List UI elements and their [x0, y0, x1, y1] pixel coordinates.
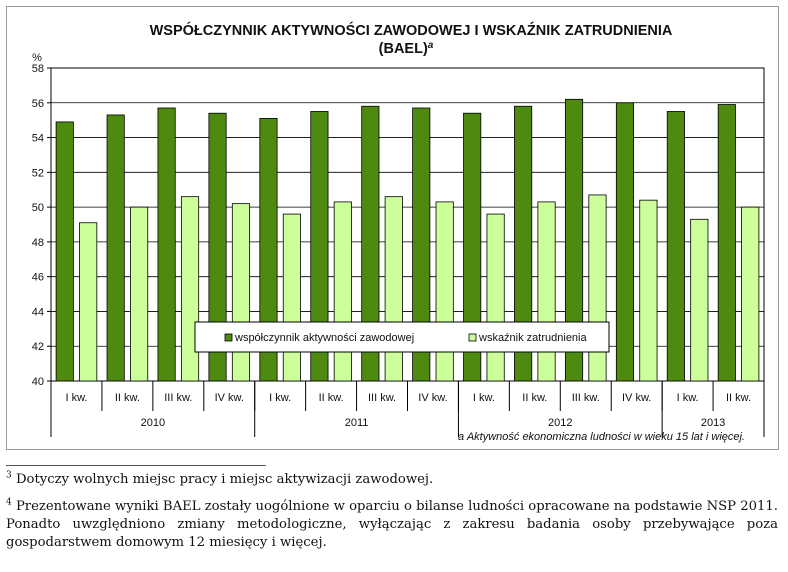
- x-axis: I kw. II kw. III kw. IV kw. I kw. II kw. III k…: [50, 381, 765, 437]
- y-tick-label: 46: [32, 272, 44, 284]
- bar-employment-rate: [639, 199, 658, 382]
- y-tick-label: 50: [32, 202, 44, 214]
- bar-activity-rate: [361, 105, 380, 382]
- bar-activity-rate: [463, 112, 482, 382]
- chart-note: a Aktywność ekonomiczna ludności w wieku…: [458, 431, 745, 443]
- bar-employment-rate: [435, 201, 454, 382]
- y-tick-label: 54: [32, 133, 44, 145]
- y-tick-label: 52: [32, 167, 44, 179]
- x-tick-label: II kw.: [319, 392, 344, 404]
- bar-activity-rate: [55, 121, 74, 382]
- footnote-4-text: Prezentowane wyniki BAEL zostały uogólni…: [6, 499, 778, 550]
- y-tick-label: 44: [32, 306, 44, 318]
- legend-swatch-employment: [468, 333, 477, 342]
- legend-label-employment: wskaźnik zatrudnienia: [478, 332, 587, 344]
- year-label: 2012: [548, 417, 572, 429]
- y-tick-label: 58: [32, 63, 44, 75]
- x-tick-label: II kw.: [726, 392, 751, 404]
- bar-employment-rate: [384, 196, 403, 382]
- y-axis: 40 42 44 46 48 50 52 54 56 58: [32, 63, 51, 388]
- y-tick-label: 40: [32, 376, 44, 388]
- y-axis-label: %: [32, 52, 42, 64]
- legend-label-activity: współczynnik aktywności zawodowej: [234, 332, 414, 344]
- bar-activity-rate: [106, 114, 125, 382]
- bar-employment-rate: [486, 213, 505, 382]
- bar-employment-rate: [180, 196, 200, 382]
- chart-frame: WSPÓŁCZYNNIK AKTYWNOŚCI ZAWODOWEJ I WSKA…: [6, 6, 779, 450]
- footnote-3: 3 Dotyczy wolnych miejsc pracy i miejsc …: [6, 471, 778, 489]
- x-tick-label: III kw.: [164, 392, 192, 404]
- legend-swatch-activity: [224, 333, 233, 342]
- x-tick-label: I kw.: [677, 392, 699, 404]
- footnote-4: 4 Prezentowane wyniki BAEL zostały uogól…: [6, 498, 778, 552]
- y-tick-label: 48: [32, 237, 44, 249]
- x-tick-label: III kw.: [368, 392, 396, 404]
- bar-activity-rate: [157, 107, 176, 382]
- x-tick-label: IV kw.: [418, 392, 447, 404]
- year-label: 2011: [345, 417, 369, 429]
- x-tick-label: I kw.: [473, 392, 495, 404]
- bar-activity-rate: [412, 107, 431, 382]
- chart-title-line2-text: (BAEL): [379, 41, 428, 57]
- x-tick-label: II kw.: [522, 392, 547, 404]
- bar-employment-rate: [130, 206, 149, 382]
- year-label: 2013: [701, 417, 725, 429]
- bar-activity-rate: [514, 105, 533, 382]
- footnote-3-text: Dotyczy wolnych miejsc pracy i miejsc ak…: [15, 472, 434, 487]
- footnote-3-mark: 3: [6, 470, 12, 481]
- footnote-rule: [6, 465, 266, 466]
- chart-title-line2: (BAEL)a: [379, 40, 434, 57]
- x-tick-label: IV kw.: [215, 392, 244, 404]
- legend: współczynnik aktywności zawodowej wskaźn…: [194, 321, 610, 353]
- chart-title-sup: a: [428, 40, 434, 51]
- x-tick-label: I kw.: [269, 392, 291, 404]
- bar-employment-rate: [741, 206, 760, 382]
- y-tick-label: 56: [32, 98, 44, 110]
- x-tick-label: I kw.: [65, 392, 87, 404]
- bar-activity-rate: [615, 102, 635, 382]
- x-tick-label: II kw.: [115, 392, 140, 404]
- legend-box: [194, 321, 610, 353]
- x-tick-label: III kw.: [572, 392, 600, 404]
- chart-svg: WSPÓŁCZYNNIK AKTYWNOŚCI ZAWODOWEJ I WSKA…: [32, 21, 765, 443]
- bar-employment-rate: [231, 203, 251, 382]
- chart-title: WSPÓŁCZYNNIK AKTYWNOŚCI ZAWODOWEJ I WSKA…: [150, 21, 673, 39]
- bar-employment-rate: [79, 222, 98, 382]
- year-label: 2010: [141, 417, 165, 429]
- bar-employment-rate: [690, 218, 709, 382]
- bar-employment-rate: [537, 201, 556, 382]
- bar-employment-rate: [333, 201, 352, 382]
- bar-activity-rate: [564, 98, 584, 382]
- x-tick-label: IV kw.: [622, 392, 651, 404]
- bar-activity-rate: [208, 112, 227, 382]
- y-tick-label: 42: [32, 341, 44, 353]
- bar-activity-rate: [259, 118, 278, 382]
- bar-activity-rate: [717, 104, 736, 382]
- footnote-4-mark: 4: [6, 497, 12, 508]
- bar-activity-rate: [310, 111, 329, 382]
- bar-employment-rate: [588, 194, 607, 382]
- bar-employment-rate: [282, 213, 301, 382]
- bar-activity-rate: [666, 111, 685, 382]
